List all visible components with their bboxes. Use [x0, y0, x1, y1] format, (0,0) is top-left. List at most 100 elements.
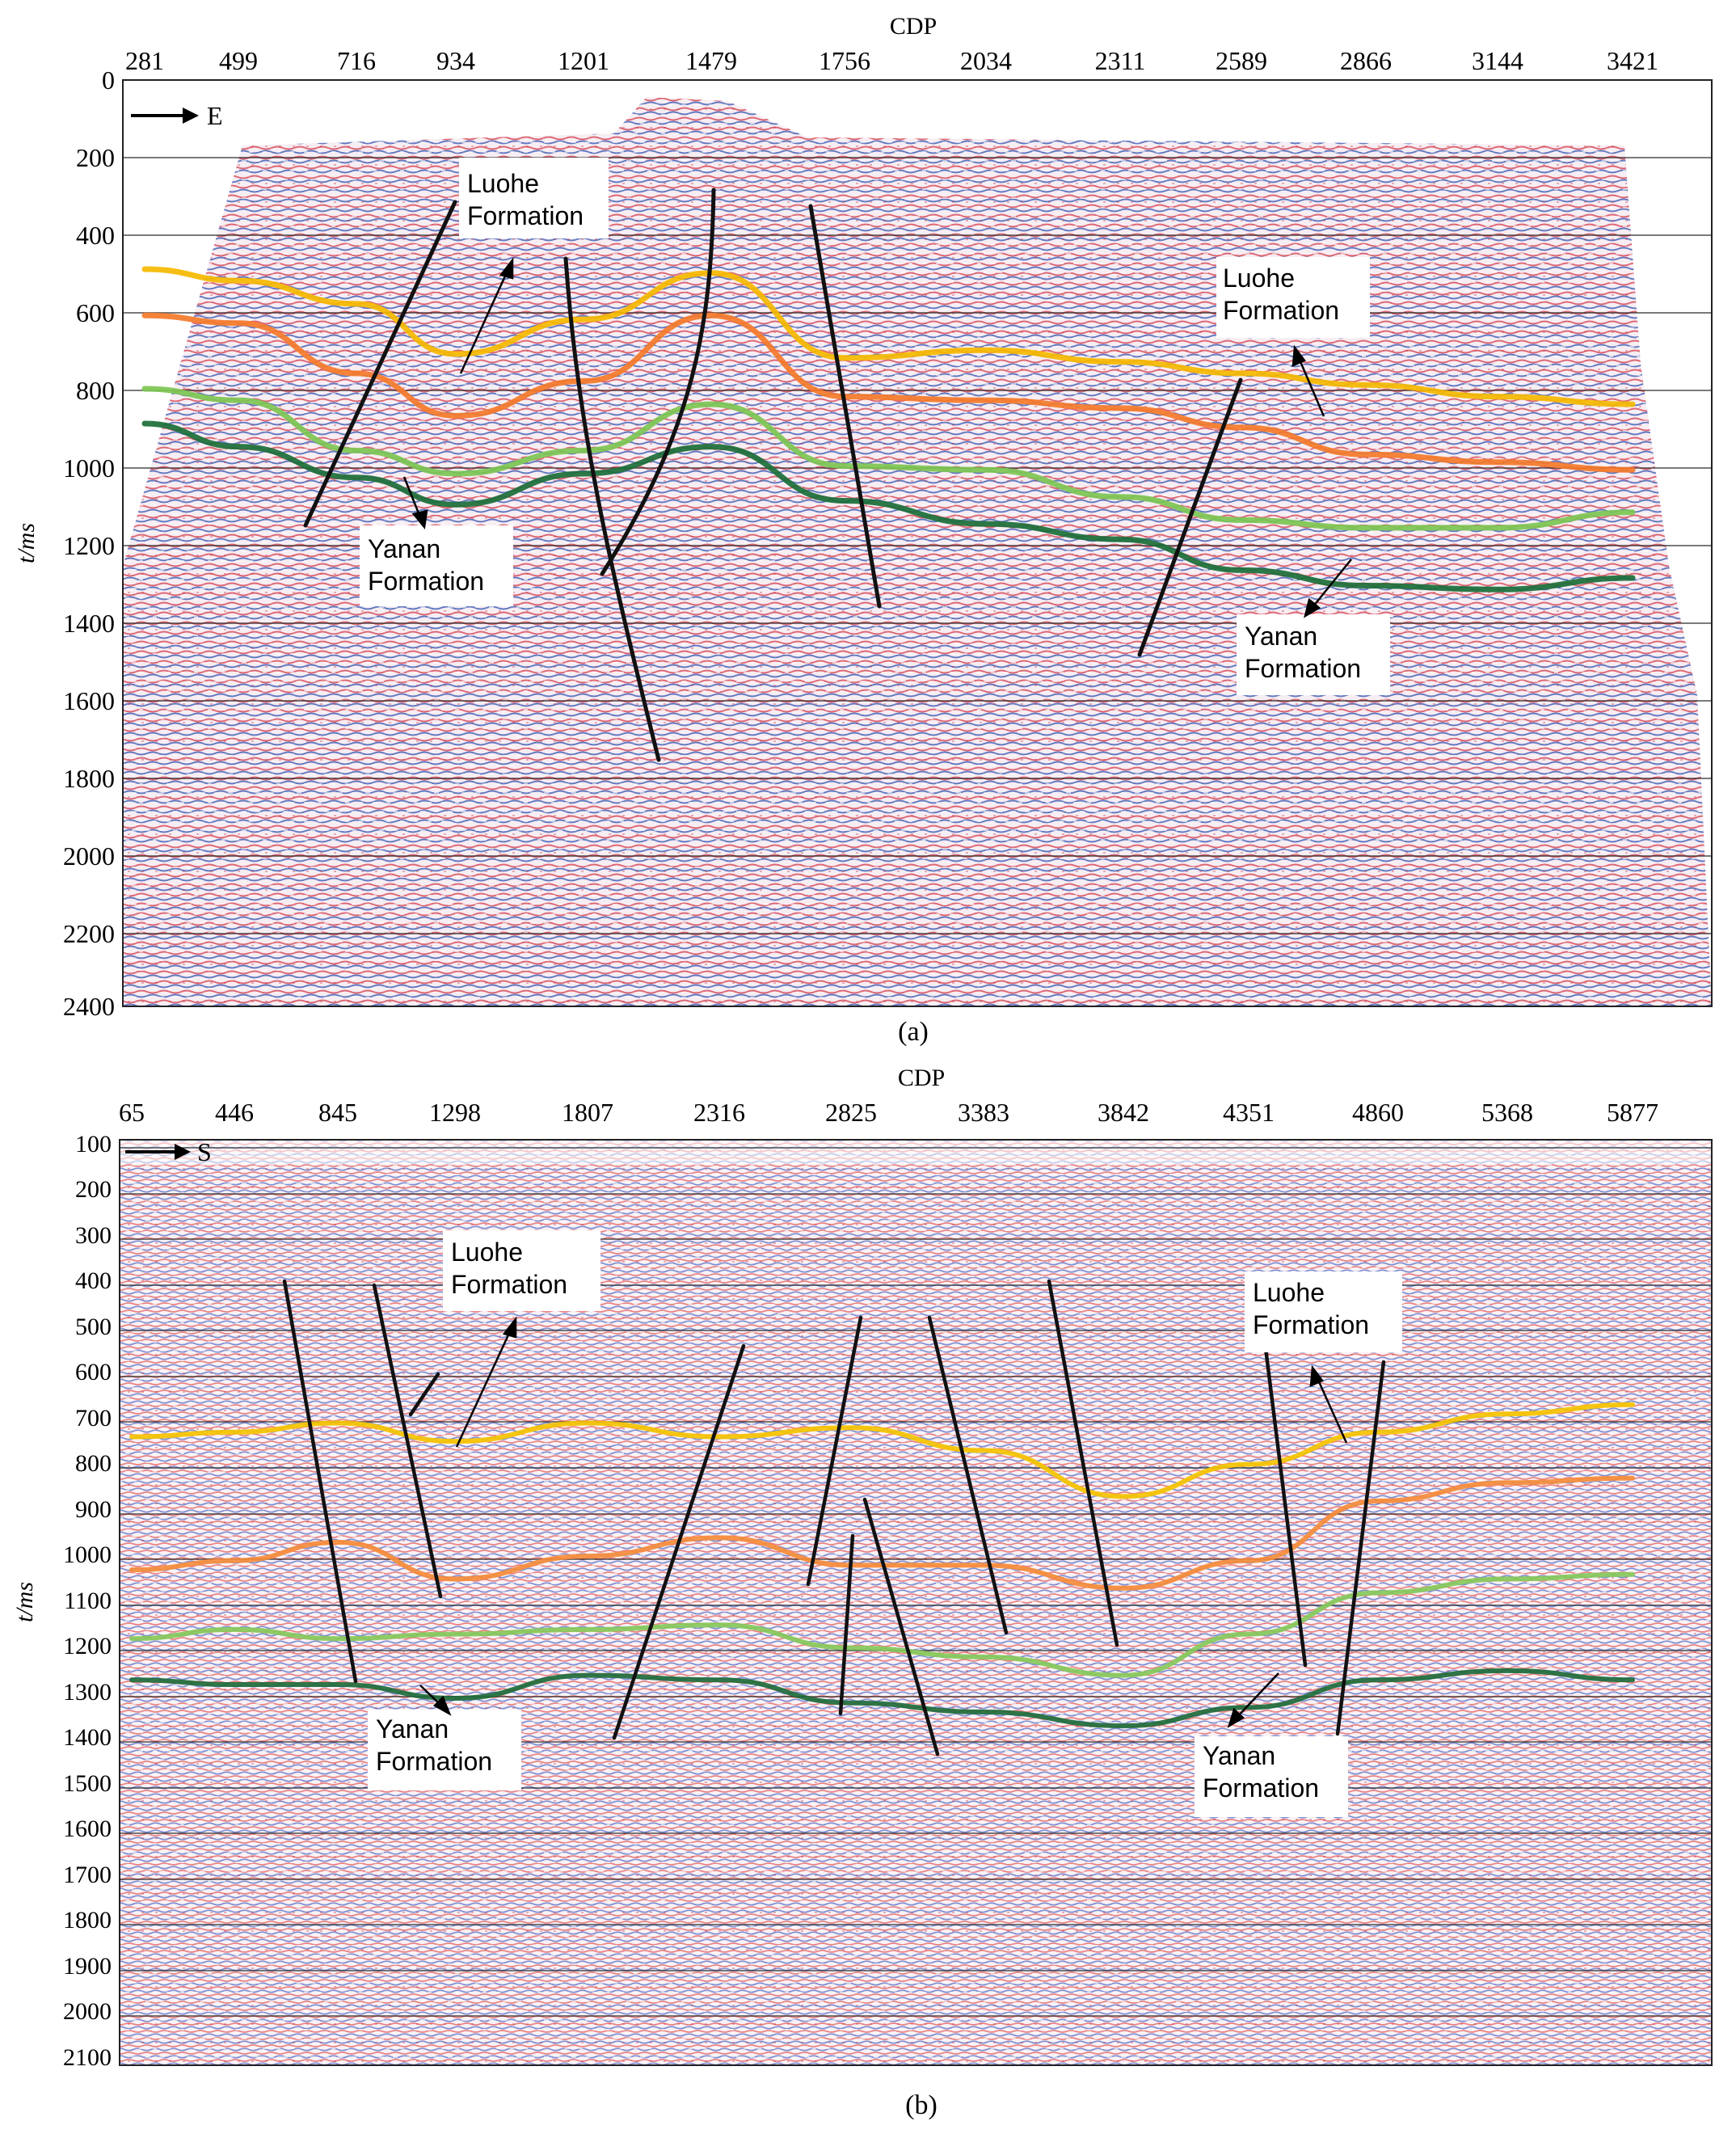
x-tick-label: 716 — [337, 46, 376, 75]
fault-line — [408, 1372, 440, 1417]
direction-label: S — [197, 1137, 212, 1166]
x-tick-label: 2316 — [693, 1098, 745, 1127]
y-tick-label: 1600 — [63, 1815, 112, 1842]
y-tick-label: 300 — [75, 1222, 112, 1249]
y-tick-label: 500 — [75, 1314, 112, 1340]
panel-b-gridlines — [120, 1147, 1712, 2017]
x-tick-label: 2034 — [960, 46, 1012, 75]
y-tick-label: 400 — [75, 1267, 112, 1294]
fault-line — [808, 204, 882, 609]
y-tick-label: 1400 — [63, 1724, 112, 1751]
label-line: Luohe — [451, 1238, 523, 1267]
horizon-line-1 — [141, 266, 1636, 407]
x-tick-label: 934 — [436, 46, 475, 75]
x-tick-label: 281 — [125, 46, 164, 75]
horizon-line-4 — [129, 1668, 1635, 1729]
panel-b-formation-label: Luohe Formation — [443, 1230, 600, 1311]
fault-line — [862, 1497, 940, 1756]
panel-a-pointer-arrows — [402, 257, 1352, 618]
x-tick-label: 1807 — [562, 1098, 613, 1127]
y-tick-label: 400 — [76, 221, 115, 250]
panel-b-y-tick-labels: 100 200 300 400 500 600 700 800 900 1000… — [63, 1131, 112, 2071]
y-tick-label: 800 — [75, 1450, 112, 1477]
panel-b-y-axis-title: t/ms — [11, 1582, 38, 1622]
x-tick-label: 1479 — [685, 46, 737, 75]
y-tick-label: 1900 — [63, 1953, 112, 1980]
panel-a-formation-label: Yanan Formation — [360, 525, 513, 606]
fault-line — [806, 1315, 863, 1587]
y-tick-label: 1100 — [64, 1588, 112, 1614]
label-line: Formation — [376, 1747, 492, 1776]
label-line: Formation — [467, 201, 584, 230]
panel-b-x-axis-title: CDP — [898, 1065, 945, 1091]
label-line: Yanan — [376, 1714, 449, 1744]
x-tick-label: 1298 — [429, 1098, 481, 1127]
x-tick-label: 65 — [119, 1098, 145, 1127]
panel-b-formation-label: Yanan Formation — [1195, 1736, 1348, 1817]
x-tick-label: 2589 — [1216, 46, 1267, 75]
y-tick-label: 1500 — [63, 1770, 112, 1797]
horizon-line-2 — [129, 1475, 1635, 1591]
panel-a-frame — [122, 79, 1713, 1007]
label-line: Luohe — [1253, 1278, 1325, 1307]
x-tick-label: 5877 — [1607, 1098, 1658, 1127]
panel-b-caption: (b) — [905, 2090, 938, 2120]
label-line: Formation — [1253, 1310, 1369, 1339]
y-tick-label: 600 — [75, 1359, 112, 1385]
y-tick-label: 800 — [76, 376, 115, 405]
x-tick-label: 2866 — [1340, 46, 1392, 75]
panel-a-formation-label: Yanan Formation — [1237, 614, 1390, 695]
x-tick-label: 5368 — [1481, 1098, 1533, 1127]
panel-a-y-tick-labels: 0 200 400 600 800 1000 1200 1400 1600 18… — [63, 65, 115, 1021]
y-tick-label: 2000 — [63, 841, 115, 871]
horizon-line-1 — [129, 1402, 1635, 1499]
panel-a-caption: (a) — [898, 1017, 929, 1047]
x-tick-label: 499 — [219, 46, 258, 75]
horizon-line-2 — [141, 312, 1636, 473]
y-tick-label: 200 — [75, 1176, 112, 1203]
label-line: Formation — [1245, 654, 1361, 683]
panel-a-y-axis-title: t/ms — [13, 523, 40, 563]
panel-a-direction-arrow: E — [131, 101, 223, 130]
y-tick-label: 600 — [76, 298, 115, 327]
panel-a-formation-label: Luohe Formation — [1216, 257, 1370, 338]
x-tick-label: 4351 — [1223, 1098, 1275, 1127]
y-tick-label: 2100 — [63, 2044, 112, 2071]
panel-b-frame — [119, 1139, 1713, 2066]
label-line: Yanan — [1245, 622, 1317, 651]
fault-line — [838, 1533, 855, 1716]
label-line: Luohe — [467, 169, 539, 198]
y-tick-label: 2000 — [63, 1998, 112, 2025]
panel-b-formation-label: Luohe Formation — [1245, 1271, 1402, 1352]
y-tick-label: 0 — [102, 65, 115, 95]
panel-b-pointer-arrows — [419, 1316, 1348, 1728]
panel-b-direction-arrow: S — [125, 1137, 212, 1166]
y-tick-label: 100 — [75, 1131, 112, 1158]
y-tick-label: 1800 — [63, 1907, 112, 1933]
panel-b-horizons — [129, 1402, 1635, 1729]
y-tick-label: 1600 — [63, 686, 115, 715]
label-line: Yanan — [1203, 1741, 1275, 1770]
y-tick-label: 700 — [75, 1405, 112, 1432]
fault-line — [600, 188, 716, 576]
fault-line — [1258, 1307, 1308, 1668]
panel-b-faults — [282, 1279, 1386, 1756]
x-tick-label: 1756 — [819, 46, 870, 75]
y-tick-label: 1800 — [63, 764, 115, 793]
x-tick-label: 3383 — [958, 1098, 1009, 1127]
panel-a-formation-label: Luohe Formation — [459, 158, 609, 238]
y-tick-label: 1300 — [63, 1679, 112, 1706]
x-tick-label: 3421 — [1607, 46, 1658, 75]
y-tick-label: 1000 — [63, 453, 115, 483]
x-tick-label: 2311 — [1095, 46, 1146, 75]
y-tick-label: 2200 — [63, 919, 115, 948]
y-tick-label: 1000 — [63, 1541, 112, 1568]
horizon-line-3 — [141, 386, 1636, 531]
label-line: Yanan — [368, 534, 440, 563]
x-tick-label: 446 — [215, 1098, 254, 1127]
y-tick-label: 1400 — [63, 609, 115, 638]
panel-a-x-tick-labels: 281 499 716 934 1201 1479 1756 2034 2311… — [125, 46, 1658, 75]
panel-a-horizons — [141, 266, 1636, 592]
panel-a-faults — [303, 188, 1243, 762]
label-line: Formation — [1223, 296, 1339, 325]
